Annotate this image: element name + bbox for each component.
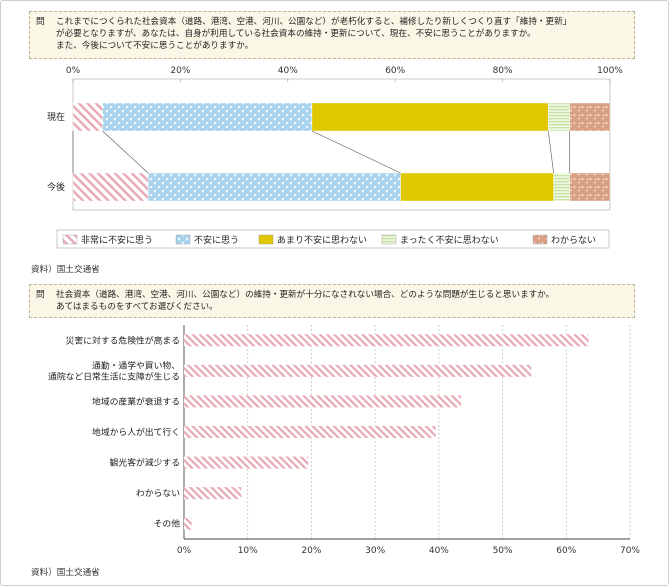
stacked-bar-segment — [102, 102, 313, 132]
legend-swatch — [175, 234, 191, 245]
x-tick-label: 20% — [301, 546, 321, 556]
category-label: 観光客が減少する — [110, 457, 180, 469]
x-tick-label: 10% — [238, 546, 258, 556]
stacked-bar-segment — [72, 172, 149, 202]
stacked-bar-segment — [553, 172, 570, 202]
source-note-1: 資料）国土交通省 — [31, 265, 100, 275]
stacked-bar-segment — [400, 172, 554, 202]
legend-box — [56, 229, 610, 249]
x-tick-label: 80% — [493, 66, 513, 76]
category-label: その他 — [154, 518, 181, 530]
x-tick-label: 30% — [365, 546, 385, 556]
question-mark-2: 問 — [36, 290, 45, 300]
stacked-bar-segment — [569, 172, 611, 202]
x-tick-label: 60% — [556, 546, 576, 556]
connector-line — [311, 130, 401, 174]
bar — [184, 517, 192, 530]
stacked-bar-segment — [548, 102, 570, 132]
category-label: 今後 — [47, 181, 65, 193]
legend-label: わからない — [551, 235, 596, 246]
x-tick-label: 40% — [429, 546, 449, 556]
connector-line — [547, 130, 554, 174]
bar — [184, 395, 462, 408]
x-tick-label: 60% — [385, 66, 405, 76]
legend-swatch — [381, 234, 397, 245]
stacked-bar-segment — [311, 102, 549, 132]
legend-swatch — [258, 234, 274, 245]
question-mark-1: 問 — [36, 17, 45, 27]
category-label: 地域から人が出て行く — [92, 426, 180, 438]
category-label: 災害に対する危険性が高まる — [66, 334, 180, 346]
question-text-1: これまでにつくられた社会資本（道路、港湾、空港、河川、公園など）が老朽化すると、… — [56, 17, 572, 51]
bar — [184, 456, 309, 469]
question-box-2: 問 社会資本（道路、港湾、空港、河川、公園など）の維持・更新が十分になされない場… — [29, 284, 635, 318]
legend-label: まったく不安に思わない — [400, 234, 499, 246]
legend: 非常に不安に思う 不安に思う あまり不安に思わない まったく不安に思わない わからない — [56, 229, 610, 249]
x-tick-label: 20% — [170, 66, 190, 76]
x-tick-label: 40% — [278, 66, 298, 76]
legend-swatch — [532, 234, 548, 245]
stacked-bar-segment — [569, 102, 611, 132]
connector-line — [102, 130, 149, 174]
stacked-bar-segment — [72, 102, 103, 132]
source-note-2: 資料）国土交通省 — [31, 568, 100, 578]
legend-label: 不安に思う — [194, 234, 239, 246]
x-tick-label: 50% — [493, 546, 513, 556]
category-label: わからない — [136, 488, 180, 499]
x-tick-label: 70% — [620, 546, 640, 556]
x-tick-label: 100% — [597, 66, 623, 76]
legend-label: あまり不安に思わない — [277, 234, 367, 246]
category-label: 現在 — [47, 111, 65, 123]
problem-bar-chart: 0% 10% 20% 30% 40% 50% 60% 70% 災害に対する危険性が高まる通勤・通… — [48, 325, 640, 556]
bar — [184, 364, 532, 377]
category-label: 通勤・通学や買い物、通院など日常生活に支障が生じる — [48, 359, 180, 382]
legend-swatch — [62, 234, 78, 245]
x-tick-label: 0% — [66, 66, 81, 76]
bar — [184, 426, 436, 438]
question-text-2: 社会資本（道路、港湾、空港、河川、公園など）の維持・更新が十分になされない場合、… — [56, 290, 555, 312]
x-tick-label: 0% — [177, 546, 192, 556]
bar — [184, 334, 589, 347]
category-label: 地域の産業が衰退する — [92, 395, 180, 407]
bar — [184, 487, 242, 500]
legend-label: 非常に不安に思う — [81, 234, 153, 246]
stacked-bar-segment — [147, 172, 401, 202]
question-box-1: 問 これまでにつくられた社会資本（道路、港湾、空港、河川、公園など）が老朽化する… — [29, 11, 635, 59]
